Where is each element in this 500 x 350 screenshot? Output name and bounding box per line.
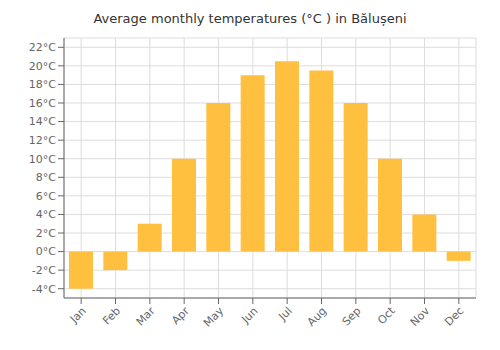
- svg-text:Sep: Sep: [340, 304, 364, 328]
- svg-text:-2°C: -2°C: [32, 264, 56, 277]
- svg-text:Jun: Jun: [238, 304, 260, 326]
- svg-text:0°C: 0°C: [36, 245, 56, 258]
- svg-text:Jul: Jul: [276, 304, 295, 323]
- svg-text:10°C: 10°C: [29, 153, 56, 166]
- svg-text:Oct: Oct: [375, 304, 398, 327]
- svg-text:Aug: Aug: [305, 304, 329, 328]
- svg-text:20°C: 20°C: [29, 60, 56, 73]
- svg-text:12°C: 12°C: [29, 134, 56, 147]
- svg-text:Jan: Jan: [67, 304, 89, 326]
- svg-text:Mar: Mar: [134, 304, 158, 328]
- svg-text:18°C: 18°C: [29, 78, 56, 91]
- svg-text:4°C: 4°C: [36, 208, 56, 221]
- svg-text:8°C: 8°C: [36, 171, 56, 184]
- svg-text:6°C: 6°C: [36, 190, 56, 203]
- svg-text:22°C: 22°C: [29, 41, 56, 54]
- svg-text:16°C: 16°C: [29, 97, 56, 110]
- svg-text:Nov: Nov: [408, 304, 433, 329]
- html-text:Average monthly temperatures (: Average monthly temperatures (°C ) in Bă…: [93, 11, 407, 26]
- svg-text:Apr: Apr: [169, 304, 192, 327]
- svg-text:-4°C: -4°C: [32, 283, 56, 296]
- svg-text:Feb: Feb: [100, 304, 123, 327]
- svg-text:May: May: [201, 304, 227, 330]
- svg-text:Dec: Dec: [442, 304, 466, 328]
- svg-text:14°C: 14°C: [29, 115, 56, 128]
- svg-text:2°C: 2°C: [36, 227, 56, 240]
